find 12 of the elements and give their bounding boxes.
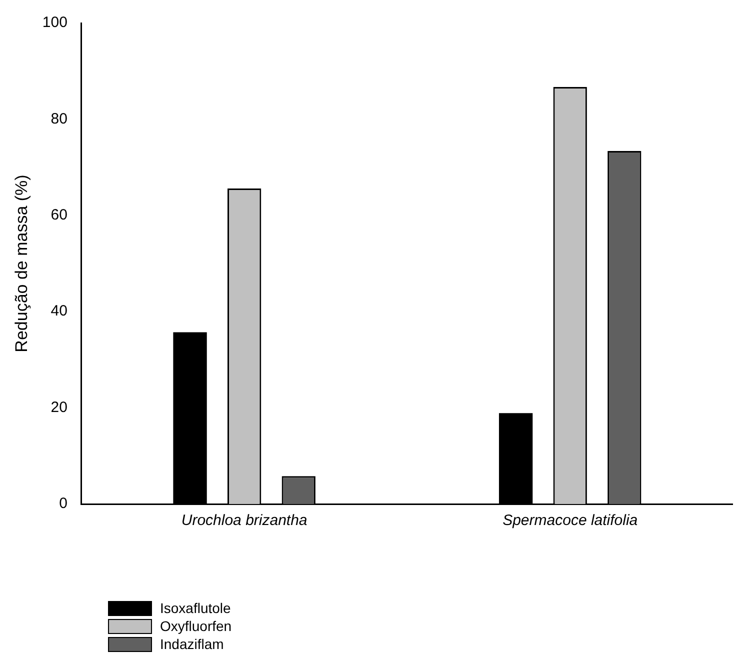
y-tick-label: 100 bbox=[42, 14, 68, 32]
x-tick-label: Urochloa brizantha bbox=[181, 512, 308, 530]
legend-label: Oxyfluorfen bbox=[160, 618, 232, 634]
legend-label: Isoxaflutole bbox=[160, 600, 231, 616]
y-tick-label: 0 bbox=[59, 495, 68, 512]
y-tick-label: 60 bbox=[50, 206, 68, 224]
legend-label: Indaziflam bbox=[160, 636, 224, 652]
x-tick-label: Spermacoce latifolia bbox=[502, 512, 638, 530]
y-tick-label: 20 bbox=[50, 398, 68, 416]
y-axis-title: Redução de massa (%) bbox=[12, 174, 31, 352]
y-tick-label: 80 bbox=[50, 110, 68, 128]
y-tick-label: 40 bbox=[50, 302, 68, 320]
